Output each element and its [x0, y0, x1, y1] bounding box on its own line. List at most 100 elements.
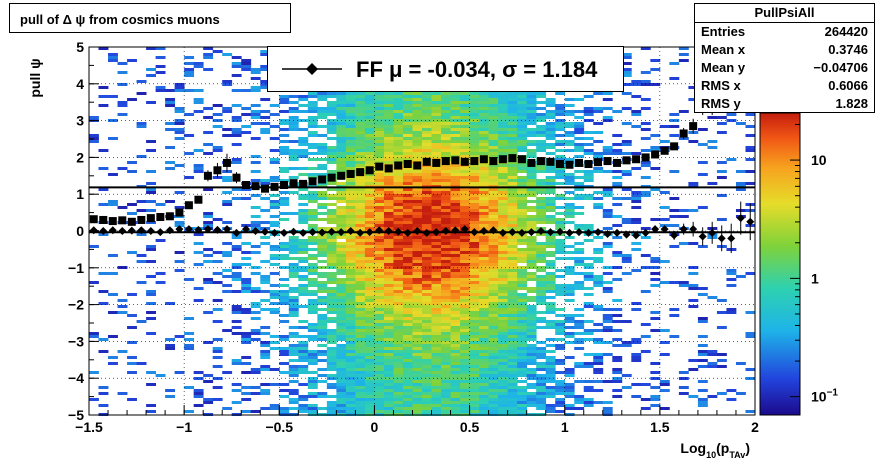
heatmap-cell [726, 119, 737, 122]
heatmap-cell [231, 362, 242, 365]
heatmap-cell [393, 104, 404, 107]
heatmap-cell [146, 74, 156, 77]
heatmap-cell [165, 98, 176, 101]
heatmap-cell [545, 305, 556, 308]
heatmap-cell [507, 149, 518, 152]
heatmap-cell [165, 128, 176, 131]
heatmap-cell [117, 266, 128, 269]
heatmap-cell [574, 401, 585, 404]
heatmap-cell [336, 257, 347, 260]
heatmap-cell [364, 386, 375, 389]
heatmap-cell [631, 338, 642, 341]
heatmap-cell [279, 335, 290, 338]
heatmap-cell [203, 374, 214, 377]
heatmap-cell [345, 167, 356, 170]
heatmap-cell [364, 152, 375, 155]
heatmap-cell [431, 377, 442, 380]
diamond-point [603, 229, 612, 238]
diamond-point [508, 228, 517, 237]
heatmap-cell [364, 281, 375, 284]
heatmap-cell [364, 341, 375, 344]
heatmap-cell [307, 248, 318, 251]
heatmap-cell [526, 101, 537, 104]
heatmap-cell [146, 317, 156, 320]
square-point [251, 182, 260, 191]
heatmap-cell [374, 257, 385, 260]
heatmap-cell [393, 260, 404, 263]
heatmap-cell [612, 389, 623, 392]
heatmap-cell [402, 191, 413, 194]
heatmap-cell [364, 131, 375, 134]
heatmap-cell [241, 257, 252, 260]
heatmap-cell [621, 68, 632, 71]
heatmap-cell [345, 158, 356, 161]
heatmap-cell [422, 359, 432, 362]
heatmap-cell [279, 170, 290, 173]
heatmap-cell [431, 146, 442, 149]
heatmap-cell [298, 404, 309, 407]
heatmap-cell [127, 356, 137, 359]
heatmap-cell [431, 254, 442, 257]
heatmap-cell [317, 110, 328, 113]
heatmap-cell [393, 302, 404, 305]
heatmap-cell [345, 161, 356, 164]
x-tick-label: −0.5 [265, 419, 293, 435]
heatmap-cell [193, 110, 204, 113]
heatmap-cell [345, 239, 356, 242]
heatmap-cell [231, 320, 242, 323]
heatmap-cell [602, 107, 613, 110]
diamond-point [622, 230, 631, 239]
heatmap-cell [431, 209, 442, 212]
heatmap-cell [336, 161, 347, 164]
heatmap-cell [374, 146, 385, 149]
heatmap-cell [231, 263, 242, 266]
heatmap-cell [545, 272, 556, 275]
heatmap-cell [336, 116, 347, 119]
heatmap-cell [621, 107, 632, 110]
heatmap-cell [431, 347, 442, 350]
diamond-point [660, 225, 669, 234]
heatmap-cell [517, 218, 528, 221]
heatmap-cell [507, 200, 518, 203]
heatmap-cell [269, 113, 280, 116]
heatmap-cell [364, 323, 375, 326]
heatmap-cell [402, 362, 413, 365]
heatmap-cell [441, 164, 451, 167]
heatmap-cell [555, 389, 566, 392]
heatmap-cell [336, 296, 347, 299]
heatmap-cell [431, 290, 442, 293]
heatmap-cell [545, 143, 556, 146]
heatmap-cell [260, 290, 271, 293]
heatmap-cell [393, 95, 404, 98]
heatmap-cell [174, 371, 185, 374]
heatmap-cell [279, 110, 290, 113]
square-point [175, 208, 184, 217]
heatmap-cell [307, 311, 318, 314]
heatmap-cell [441, 236, 451, 239]
heatmap-cell [545, 410, 556, 413]
heatmap-cell [241, 311, 252, 314]
heatmap-cell [498, 275, 509, 278]
heatmap-cell [479, 215, 489, 218]
heatmap-cell [345, 218, 356, 221]
heatmap-cell [460, 131, 470, 134]
heatmap-cell [479, 299, 489, 302]
heatmap-cell [355, 311, 366, 314]
heatmap-cell [612, 203, 623, 206]
heatmap-cell [222, 254, 233, 257]
heatmap-cell [383, 317, 394, 320]
square-point [660, 146, 669, 155]
heatmap-cell [555, 149, 566, 152]
heatmap-cell [250, 113, 261, 116]
heatmap-cell [450, 395, 461, 398]
heatmap-cell [479, 143, 489, 146]
heatmap-cell [146, 221, 156, 224]
heatmap-cell [631, 191, 642, 194]
heatmap-cell [422, 281, 432, 284]
heatmap-cell [412, 260, 423, 263]
heatmap-cell [317, 236, 328, 239]
heatmap-cell [479, 305, 489, 308]
heatmap-cell [602, 341, 613, 344]
diamond-point [489, 226, 498, 235]
heatmap-cell [307, 104, 318, 107]
